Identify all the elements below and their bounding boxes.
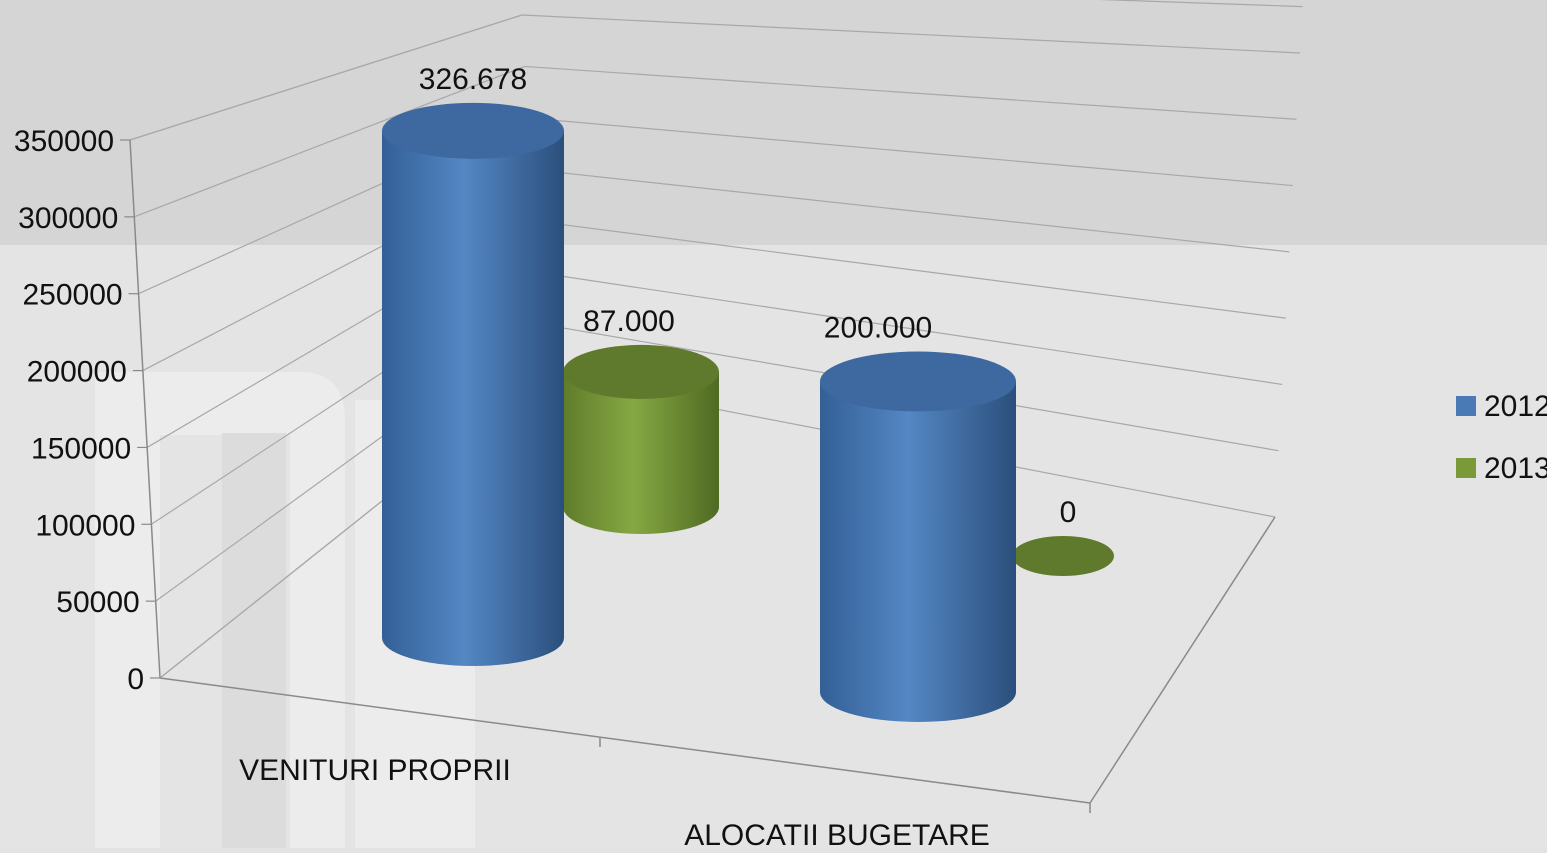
data-labels: 87.000 0 326.678 200.000 xyxy=(419,63,1077,529)
y-tick-labels: 0 50000 100000 150000 200000 250000 300000 3500… xyxy=(14,125,144,696)
legend-swatch-2012 xyxy=(1456,396,1476,416)
bar-2013-venituri-proprii-body xyxy=(563,371,719,534)
gridline-side xyxy=(129,14,523,141)
data-label: 200.000 xyxy=(824,311,932,344)
y-axis-line xyxy=(129,139,161,679)
bar-2012-venituri-proprii-top xyxy=(382,102,564,159)
watermark-shape xyxy=(95,372,345,848)
gridline-back xyxy=(524,65,1297,120)
category-labels: VENITURI PROPRII ALOCATII BUGETARE xyxy=(239,754,990,852)
y-tick-label: 300000 xyxy=(18,202,118,235)
bar-2012-alocatii-bugetare-body xyxy=(820,381,1016,722)
gridline-back xyxy=(529,168,1290,253)
legend: 2012 2013 xyxy=(1456,390,1547,485)
y-tick-label: 250000 xyxy=(22,279,122,312)
gridline-back xyxy=(527,117,1293,187)
y-tick-label: 200000 xyxy=(27,356,127,389)
data-label: 87.000 xyxy=(583,305,675,338)
legend-label: 2012 xyxy=(1484,390,1547,423)
gridline-side xyxy=(134,65,525,218)
gridline-back xyxy=(534,271,1283,386)
gridline-back xyxy=(521,14,1301,54)
watermark-shape-inner xyxy=(222,433,286,848)
legend-swatch-2013 xyxy=(1456,458,1476,478)
data-label: 326.678 xyxy=(419,63,527,96)
y-tick-label: 150000 xyxy=(31,432,131,465)
bar-2012-alocatii-bugetare-top xyxy=(820,351,1016,412)
data-label: 0 xyxy=(1060,496,1077,529)
y-tick-label: 50000 xyxy=(56,586,139,619)
legend-label: 2013 xyxy=(1484,452,1547,485)
chart-bars xyxy=(382,102,1114,722)
y-tick-label: 100000 xyxy=(35,509,135,542)
gridline-back xyxy=(532,220,1286,319)
category-label: ALOCATII BUGETARE xyxy=(684,819,990,848)
background-upper-band xyxy=(0,0,1547,245)
bar-2012-venituri-proprii-body xyxy=(382,130,564,666)
x-axis-front-edge xyxy=(159,677,1091,804)
y-tick-label: 350000 xyxy=(14,125,114,158)
floor-right-edge xyxy=(1089,516,1276,804)
y-tick-label: 0 xyxy=(127,663,144,696)
gridline-back xyxy=(1098,0,1303,8)
bar-2013-venituri-proprii-top xyxy=(563,344,719,399)
category-label: VENITURI PROPRII xyxy=(239,754,511,787)
bar-2013-alocatii-bugetare-top xyxy=(1012,536,1114,576)
